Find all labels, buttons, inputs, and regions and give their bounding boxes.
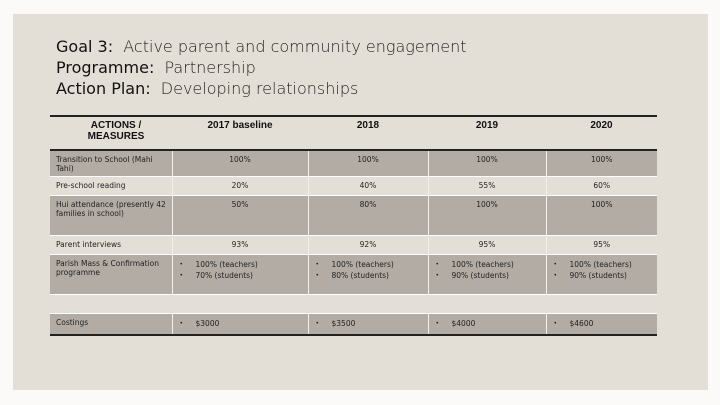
cell-bullets: 100% (teachers) 70% (students) bbox=[171, 254, 308, 294]
bullet-item: 80% (students) bbox=[314, 270, 423, 281]
table-row: Parent interviews 93% 92% 95% 95% bbox=[50, 235, 657, 254]
header-2019: 2019 bbox=[475, 120, 499, 131]
bullet-item: 100% (teachers) bbox=[552, 259, 653, 270]
table-row: Transition to School (Mahi Tahi) 100% 10… bbox=[50, 150, 657, 176]
header-2017-baseline: 2017 baseline bbox=[207, 120, 273, 131]
row-label: Parent interviews bbox=[50, 235, 172, 254]
cell-value: 100% bbox=[545, 150, 657, 176]
goal-value: Active parent and community engagement bbox=[123, 37, 467, 56]
bullet-item: 90% (students) bbox=[434, 270, 541, 281]
table-row: Pre-school reading 20% 40% 55% 60% bbox=[50, 176, 657, 195]
bullet-item: $3000 bbox=[178, 318, 303, 329]
bullet-list: 100% (teachers) 70% (students) bbox=[178, 259, 303, 281]
cell-value: 50% bbox=[171, 195, 308, 235]
cell-bullets: $4600 bbox=[545, 313, 657, 335]
bullet-item: 100% (teachers) bbox=[178, 259, 303, 270]
cell-value: 100% bbox=[307, 150, 428, 176]
bullet-list: 100% (teachers) 80% (students) bbox=[314, 259, 423, 281]
cell-bullets: 100% (teachers) 80% (students) bbox=[307, 254, 428, 294]
bullet-list: 100% (teachers) 90% (students) bbox=[552, 259, 653, 281]
bullet-item: 70% (students) bbox=[178, 270, 303, 281]
cell-bullets: 100% (teachers) 90% (students) bbox=[545, 254, 657, 294]
cell-value: 95% bbox=[427, 235, 546, 254]
header-actions-measures: ACTIONS / MEASURES bbox=[87, 120, 145, 142]
bullet-item: $4600 bbox=[552, 318, 653, 329]
bullet-list: $3500 bbox=[314, 318, 423, 329]
bullet-list: 100% (teachers) 90% (students) bbox=[434, 259, 541, 281]
cell-value: 80% bbox=[307, 195, 428, 235]
cell-value: 40% bbox=[307, 176, 428, 195]
action-plan-label: Action Plan: bbox=[56, 79, 151, 98]
cell-value: 60% bbox=[545, 176, 657, 195]
cell-value: 55% bbox=[427, 176, 546, 195]
header-2018: 2018 bbox=[356, 120, 380, 131]
measures-table: ACTIONS / MEASURES 2017 baseline 2018 20… bbox=[50, 115, 657, 336]
bullet-item: 90% (students) bbox=[552, 270, 653, 281]
cell-value: 93% bbox=[171, 235, 308, 254]
table-row: Hui attendance (presently 42 families in… bbox=[50, 195, 657, 235]
cell-bullets: $4000 bbox=[427, 313, 546, 335]
spacer-row bbox=[50, 294, 657, 313]
goal-label: Goal 3: bbox=[56, 37, 114, 56]
cell-value: 20% bbox=[171, 176, 308, 195]
bullet-item: $3500 bbox=[314, 318, 423, 329]
cell-value: 92% bbox=[307, 235, 428, 254]
row-label: Pre-school reading bbox=[50, 176, 172, 195]
bullet-list: $4000 bbox=[434, 318, 541, 329]
cell-bullets: $3000 bbox=[171, 313, 308, 335]
cell-value: 100% bbox=[171, 150, 308, 176]
bullet-item: $4000 bbox=[434, 318, 541, 329]
cell-bullets: $3500 bbox=[307, 313, 428, 335]
programme-label: Programme: bbox=[56, 58, 155, 77]
row-label: Costings bbox=[50, 313, 172, 335]
table-row: Parish Mass & Confirmation programme 100… bbox=[50, 254, 657, 294]
bullet-item: 100% (teachers) bbox=[314, 259, 423, 270]
bullet-list: $3000 bbox=[178, 318, 303, 329]
cell-value: 100% bbox=[427, 195, 546, 235]
programme-value: Partnership bbox=[164, 58, 256, 77]
row-label: Hui attendance (presently 42 families in… bbox=[50, 195, 172, 235]
action-plan-line: Action Plan: Developing relationships bbox=[56, 78, 467, 99]
cell-bullets: 100% (teachers) 90% (students) bbox=[427, 254, 546, 294]
cell-value: 95% bbox=[545, 235, 657, 254]
programme-line: Programme: Partnership bbox=[56, 57, 467, 78]
table-row: Costings $3000 $3500 $4000 $4600 bbox=[50, 313, 657, 335]
row-label: Parish Mass & Confirmation programme bbox=[50, 254, 172, 294]
table-header-row: ACTIONS / MEASURES 2017 baseline 2018 20… bbox=[50, 116, 657, 150]
slide-title-block: Goal 3: Active parent and community enga… bbox=[56, 36, 467, 99]
cell-value: 100% bbox=[427, 150, 546, 176]
bullet-list: $4600 bbox=[552, 318, 653, 329]
row-label: Transition to School (Mahi Tahi) bbox=[50, 150, 172, 176]
action-plan-value: Developing relationships bbox=[160, 79, 359, 98]
bullet-item: 100% (teachers) bbox=[434, 259, 541, 270]
cell-value: 100% bbox=[545, 195, 657, 235]
goal-line: Goal 3: Active parent and community enga… bbox=[56, 36, 467, 57]
header-2020: 2020 bbox=[590, 120, 613, 131]
